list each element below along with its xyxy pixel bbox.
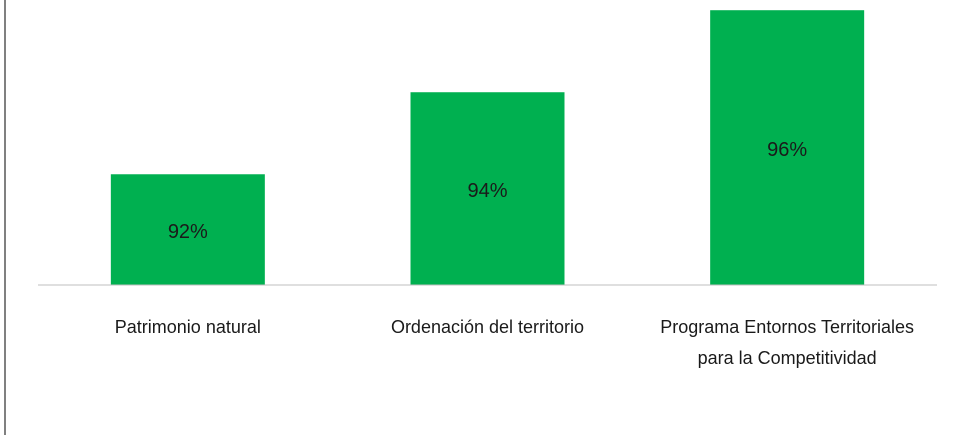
data-label: 94%: [467, 180, 507, 202]
x-tick-label: Programa Entornos Territoriales para la …: [660, 317, 915, 368]
bar: [710, 10, 865, 285]
x-tick-label: Ordenación del territorio: [390, 317, 585, 337]
data-label: 96%: [767, 139, 807, 161]
data-label: 92%: [168, 221, 208, 243]
bar: [410, 92, 565, 286]
x-tick-label: Patrimonio natural: [114, 317, 261, 337]
bar: [110, 174, 265, 285]
